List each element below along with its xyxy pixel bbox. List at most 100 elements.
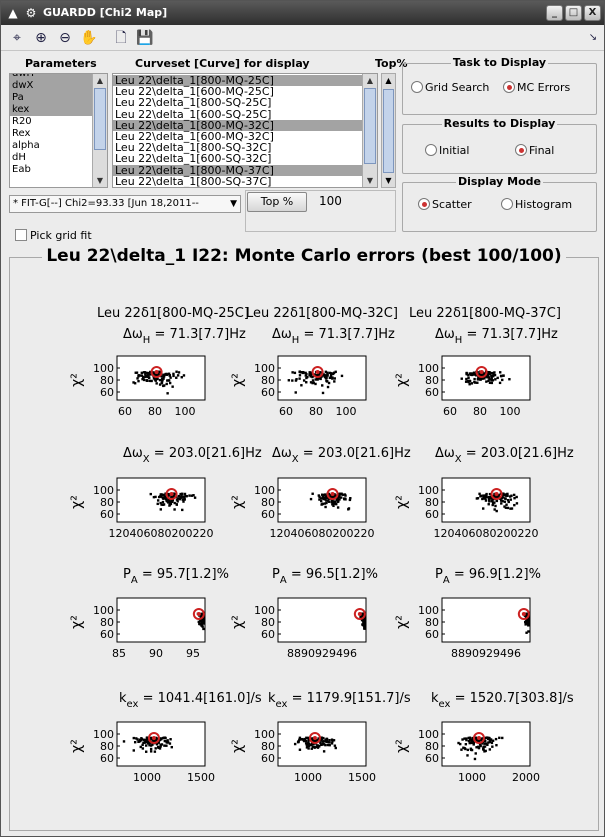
scatter-point bbox=[167, 494, 170, 497]
zoom-in-icon[interactable]: ⊕ bbox=[35, 30, 47, 46]
new-figure-icon[interactable]: 🗋 bbox=[115, 30, 127, 46]
parameter-item[interactable]: Rex bbox=[12, 128, 31, 139]
curveset-item[interactable]: Leu 22\delta_1[800-MQ-25C] bbox=[113, 75, 362, 87]
scatter-point bbox=[157, 746, 160, 750]
scroll-up-icon[interactable]: ▲ bbox=[366, 76, 374, 85]
parameter-item[interactable]: kex bbox=[10, 104, 92, 116]
parameter-item[interactable]: dH bbox=[12, 152, 26, 163]
scatter-axes[interactable] bbox=[116, 477, 206, 523]
scatter-point bbox=[312, 381, 315, 384]
pan-hand-icon[interactable]: ✋ bbox=[80, 30, 98, 46]
y-tick-label: 100 bbox=[418, 362, 439, 375]
radio-dot[interactable] bbox=[425, 144, 437, 156]
x-tick-label: 90 bbox=[149, 647, 163, 660]
radio-initial[interactable]: Initial bbox=[425, 144, 469, 157]
scatter-point bbox=[307, 738, 310, 742]
radio-dot[interactable] bbox=[503, 81, 515, 93]
scatter-point bbox=[332, 504, 335, 508]
radio-histogram[interactable]: Histogram bbox=[501, 198, 572, 211]
scatter-point bbox=[324, 374, 327, 377]
minimize-button[interactable]: _ bbox=[546, 5, 563, 21]
scatter-point bbox=[172, 372, 175, 376]
radio-dot[interactable] bbox=[411, 81, 423, 93]
scatter-point bbox=[335, 498, 338, 502]
checkbox-box[interactable] bbox=[15, 229, 27, 241]
curveset-item[interactable]: Leu 22\delta_1[600-MQ-32C] bbox=[115, 129, 274, 143]
slider-up-icon[interactable]: ▲ bbox=[385, 76, 392, 85]
parameter-item[interactable]: dwX bbox=[10, 80, 92, 92]
scatter-point bbox=[325, 501, 328, 505]
scroll-thumb[interactable] bbox=[364, 88, 376, 164]
close-button[interactable]: X bbox=[584, 5, 601, 21]
scatter-point bbox=[162, 373, 165, 376]
data-cursor-icon[interactable]: ⌖ bbox=[13, 30, 21, 46]
parameter-item[interactable]: Eab bbox=[12, 164, 31, 175]
radio-dot[interactable] bbox=[418, 198, 430, 210]
curveset-item[interactable]: Leu 22\delta_1[800-SQ-32C] bbox=[115, 141, 272, 155]
scroll-thumb[interactable] bbox=[94, 88, 106, 150]
window-menu-icon[interactable]: ⚙ bbox=[25, 6, 37, 20]
curveset-item[interactable]: Leu 22\delta_1[600-SQ-32C] bbox=[115, 152, 272, 166]
curveset-item[interactable]: Leu 22\delta_1[800-SQ-37C] bbox=[115, 174, 272, 188]
x-tick-label: 2000 bbox=[512, 771, 540, 784]
radio-mc-errors[interactable]: MC Errors bbox=[503, 81, 570, 94]
scatter-point bbox=[320, 743, 324, 746]
scatter-axes[interactable] bbox=[116, 355, 206, 401]
scatter-axes[interactable] bbox=[116, 597, 206, 643]
fit-dropdown[interactable]: * FIT-G[--] Chi2=93.33 [Jun 18,2011-- ▼ bbox=[9, 195, 241, 213]
scroll-down-icon[interactable]: ▼ bbox=[96, 176, 104, 185]
parameters-scrollbar[interactable]: ▲ ▼ bbox=[92, 74, 107, 187]
top-pct-button[interactable]: Top % bbox=[247, 192, 307, 212]
scatter-point bbox=[202, 619, 205, 622]
radio-dot[interactable] bbox=[501, 198, 513, 210]
scatter-point bbox=[330, 500, 333, 504]
scatter-axes[interactable] bbox=[441, 355, 531, 401]
y-tick-label: 80 bbox=[425, 496, 439, 509]
radio-dot[interactable] bbox=[515, 144, 527, 156]
scatter-axes[interactable] bbox=[441, 597, 531, 643]
parameter-item[interactable]: R20 bbox=[12, 116, 32, 127]
scatter-axes[interactable] bbox=[277, 597, 367, 643]
parameter-item[interactable]: Pa bbox=[10, 92, 92, 104]
x-tick-label: 100 bbox=[500, 405, 521, 418]
save-icon[interactable]: 💾 bbox=[136, 30, 154, 46]
scatter-point bbox=[171, 385, 174, 388]
curveset-item[interactable]: Leu 22\delta_1[800-MQ-32C] bbox=[113, 120, 362, 131]
zoom-out-icon[interactable]: ⊖ bbox=[59, 30, 71, 46]
scatter-point bbox=[324, 370, 328, 374]
radio-grid-search[interactable]: Grid Search bbox=[411, 81, 489, 94]
top-pct-value[interactable]: 100 bbox=[313, 192, 373, 212]
scatter-axes[interactable] bbox=[441, 721, 531, 767]
pick-grid-fit-checkbox[interactable]: Pick grid fit bbox=[15, 229, 92, 242]
curveset-item[interactable]: Leu 22\delta_1[800-SQ-25C] bbox=[115, 96, 272, 110]
parameter-item[interactable]: dwH bbox=[10, 74, 92, 80]
best-fit-marker bbox=[165, 488, 178, 500]
radio-scatter[interactable]: Scatter bbox=[418, 198, 472, 211]
parameters-listbox[interactable]: dwH dwX Pa kex R20 Rex alpha dH Eab ▲ ▼ bbox=[9, 73, 108, 188]
y-tick-label: 60 bbox=[100, 752, 114, 765]
parameter-item[interactable]: alpha bbox=[12, 140, 40, 151]
slider-down-icon[interactable]: ▼ bbox=[385, 176, 392, 185]
curveset-item[interactable]: Leu 22\delta_1[600-SQ-25C] bbox=[115, 107, 272, 121]
scatter-point bbox=[160, 375, 163, 378]
top-pct-slider[interactable]: ▲ ▼ bbox=[381, 73, 396, 188]
scatter-point bbox=[340, 374, 344, 378]
scroll-down-icon[interactable]: ▼ bbox=[366, 176, 374, 185]
slider-thumb[interactable] bbox=[383, 89, 394, 173]
curveset-scrollbar[interactable]: ▲ ▼ bbox=[362, 74, 377, 187]
curveset-item[interactable]: Leu 22\delta_1[800-MQ-37C] bbox=[113, 164, 362, 176]
scatter-point bbox=[135, 737, 138, 740]
dock-arrow-icon[interactable]: ↘ bbox=[588, 32, 598, 43]
radio-final[interactable]: Final bbox=[515, 144, 554, 157]
y-tick-label: 80 bbox=[425, 374, 439, 387]
maximize-button[interactable]: □ bbox=[565, 5, 582, 21]
curveset-item[interactable]: Leu 22\delta_1[600-MQ-25C] bbox=[115, 85, 274, 99]
best-fit-marker-center bbox=[169, 492, 174, 496]
radio-label: Initial bbox=[439, 144, 470, 157]
scroll-up-icon[interactable]: ▲ bbox=[96, 76, 104, 85]
scatter-point bbox=[498, 371, 502, 374]
scatter-point bbox=[467, 736, 470, 740]
curveset-listbox[interactable]: Leu 22\delta_1[800-MQ-25C] Leu 22\delta_1… bbox=[112, 73, 378, 188]
scatter-point bbox=[176, 374, 180, 377]
